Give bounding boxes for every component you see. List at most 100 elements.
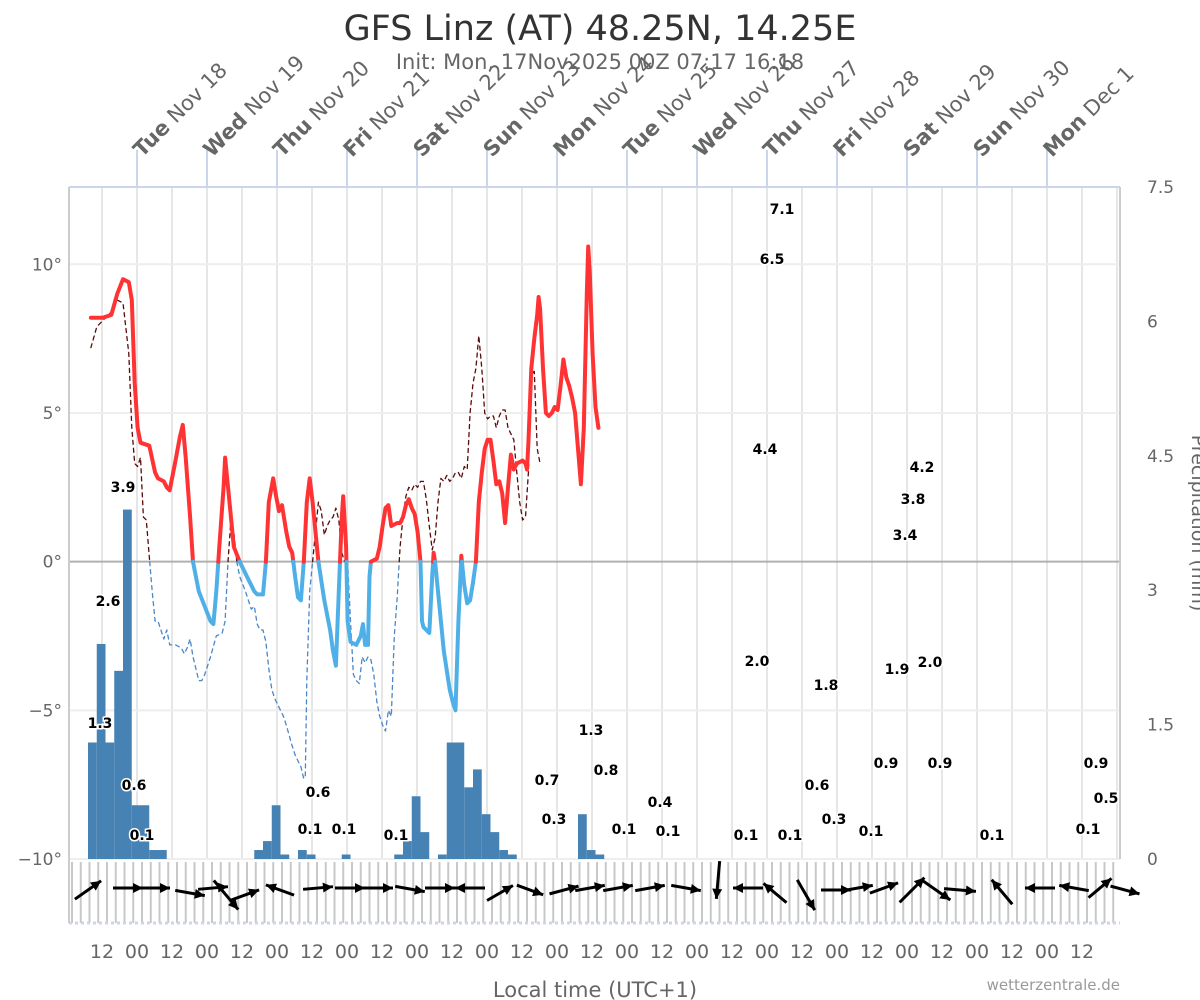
hour-tick-label: 00 (1035, 941, 1059, 963)
temperature-line (191, 559, 221, 627)
wind-arrow (516, 883, 544, 897)
wind-arrow-head (133, 883, 143, 893)
precip-value-label: 0.3 (822, 812, 847, 828)
wind-arrow (486, 884, 514, 902)
precip-value-label: 6.5 (760, 252, 785, 268)
hour-tick-label: 12 (160, 941, 184, 963)
precip-value-label: 1.3 (579, 723, 604, 739)
wind-arrow-head (622, 882, 633, 893)
hour-tick-label: 12 (230, 941, 254, 963)
hour-tick-label: 00 (685, 941, 709, 963)
hour-tick-label: 12 (90, 941, 114, 963)
credit-text: wetterzentrale.de (987, 976, 1120, 994)
precip-bar (88, 742, 97, 859)
precip-value-label: 0.9 (1084, 756, 1109, 772)
wind-arrow (670, 883, 702, 894)
precip-bar (306, 854, 316, 859)
precip-value-label: 0.1 (656, 824, 681, 840)
hour-tick-label: 00 (335, 941, 359, 963)
wind-arrow (990, 878, 1014, 906)
dewpoint-line (90, 299, 151, 563)
precip-value-label: 0.1 (130, 828, 155, 844)
precip-value-label: 0.1 (778, 828, 803, 844)
hour-tick-label: 00 (545, 941, 569, 963)
wind-arrow-head (383, 883, 393, 893)
right-axis-tick-label: 7.5 (1147, 178, 1174, 198)
hour-tick-label: 12 (650, 941, 674, 963)
left-axis-tick-label: 10° (32, 255, 62, 275)
hour-tick-label: 00 (755, 941, 779, 963)
hour-tick-label: 00 (965, 941, 989, 963)
precip-value-label: 0.1 (612, 822, 637, 838)
hour-tick-label: 00 (405, 941, 429, 963)
wind-arrow (733, 883, 763, 893)
precip-value-label: 0.1 (384, 828, 409, 844)
precip-value-label: 4.4 (753, 442, 778, 458)
precip-bar (254, 850, 263, 859)
wind-arrow (394, 884, 426, 895)
hour-tick-label: 00 (895, 941, 919, 963)
precip-value-label: 0.9 (928, 756, 953, 772)
hour-tick-label: 00 (475, 941, 499, 963)
hour-tick-label: 12 (1000, 941, 1024, 963)
wind-arrow (943, 885, 977, 896)
precip-bar (96, 643, 106, 859)
precip-value-label: 3.4 (893, 528, 918, 544)
wind-arrow-head (594, 882, 605, 893)
hour-tick-label: 12 (790, 941, 814, 963)
precip-value-label: 4.2 (910, 460, 935, 476)
wind-arrow (212, 879, 240, 911)
precip-value-label: 3.8 (901, 492, 926, 508)
hour-tick-label: 00 (265, 941, 289, 963)
wind-arrow (795, 879, 817, 911)
temperature-line (459, 553, 464, 564)
wind-arrow (174, 888, 206, 899)
temperature-line (368, 497, 423, 564)
wind-arrow-head (1100, 878, 1112, 889)
precip-bar (394, 854, 403, 859)
precip-bar (438, 854, 447, 859)
precip-bar (420, 832, 430, 859)
wind-arrow-head (1128, 886, 1140, 897)
hour-tick-label: 12 (510, 941, 534, 963)
wind-arrow-head (501, 885, 513, 895)
precip-value-label: 3.9 (111, 480, 136, 496)
wind-arrow (74, 879, 102, 901)
temperature-line (433, 559, 464, 713)
left-axis-tick-label: 5° (43, 404, 62, 424)
wind-arrow (113, 883, 143, 893)
wind-arrow-head (965, 885, 976, 896)
precip-bar (403, 841, 412, 859)
precip-value-label: 0.1 (734, 828, 759, 844)
wind-arrow (712, 860, 723, 900)
wind-arrow (1058, 882, 1090, 893)
x-axis-title: Local time (UTC+1) (493, 978, 697, 1000)
precip-bar (105, 742, 115, 859)
hour-tick-label: 12 (580, 941, 604, 963)
hour-labels: 12 00 12 00 12 00 12 00 12 00 12 00 12 00 12 00 12 00 12 00… (90, 941, 1094, 963)
wind-arrow (549, 883, 579, 896)
wind-arrow (455, 883, 485, 893)
wind-arrow-head (862, 882, 873, 893)
precip-value-label: 2.0 (918, 655, 943, 671)
hour-tick-label: 00 (195, 941, 219, 963)
wind-strip (69, 860, 1140, 925)
temperature-line (88, 277, 195, 564)
temperature-line (291, 559, 306, 603)
wind-arrow-head (532, 886, 544, 897)
temperature-line (301, 476, 321, 564)
wind-arrow (762, 882, 788, 904)
wind-arrow-head (265, 883, 278, 893)
precip-bar (298, 850, 307, 859)
wind-arrow-head (733, 883, 743, 893)
precip-value-label: 0.1 (1076, 822, 1101, 838)
hour-tick-label: 12 (440, 941, 464, 963)
temperature-line (344, 559, 373, 647)
precip-value-label: 2.6 (96, 594, 121, 610)
right-axis-tick-label: 3 (1147, 581, 1158, 601)
precip-bar (131, 805, 141, 859)
precip-bar (446, 742, 456, 859)
wind-arrow-head (712, 888, 723, 899)
